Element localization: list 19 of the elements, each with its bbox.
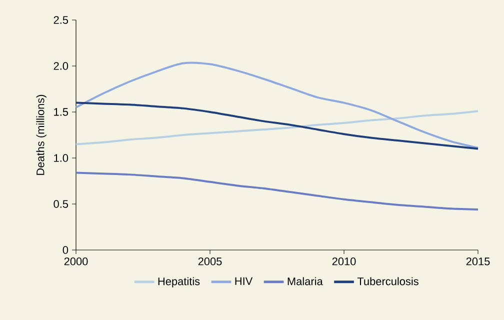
line-series bbox=[75, 62, 480, 149]
line-series bbox=[75, 110, 480, 146]
y-axis-title: Deaths (millions) bbox=[36, 94, 46, 175]
legend-label: Tuberculosis bbox=[357, 277, 418, 286]
line-series bbox=[75, 102, 480, 150]
y-tick-label: 2.5 bbox=[54, 16, 68, 24]
y-tick-label: 2.0 bbox=[54, 62, 68, 70]
x-tick-label: 2005 bbox=[198, 258, 222, 266]
x-tick-label: 2010 bbox=[332, 258, 356, 266]
x-tick-label: 2000 bbox=[64, 258, 88, 266]
legend-label: Hepatitis bbox=[158, 277, 200, 288]
x-tick-label: 2015 bbox=[466, 258, 490, 266]
y-tick-label: 0.5 bbox=[54, 200, 68, 208]
y-tick-label: 0 bbox=[62, 246, 68, 254]
legend-label: HIV bbox=[235, 277, 253, 285]
legend-label: Malaria bbox=[288, 277, 323, 286]
line-series bbox=[75, 172, 480, 211]
y-tick-label: 1.0 bbox=[54, 154, 68, 162]
y-tick-label: 1.5 bbox=[54, 108, 68, 116]
